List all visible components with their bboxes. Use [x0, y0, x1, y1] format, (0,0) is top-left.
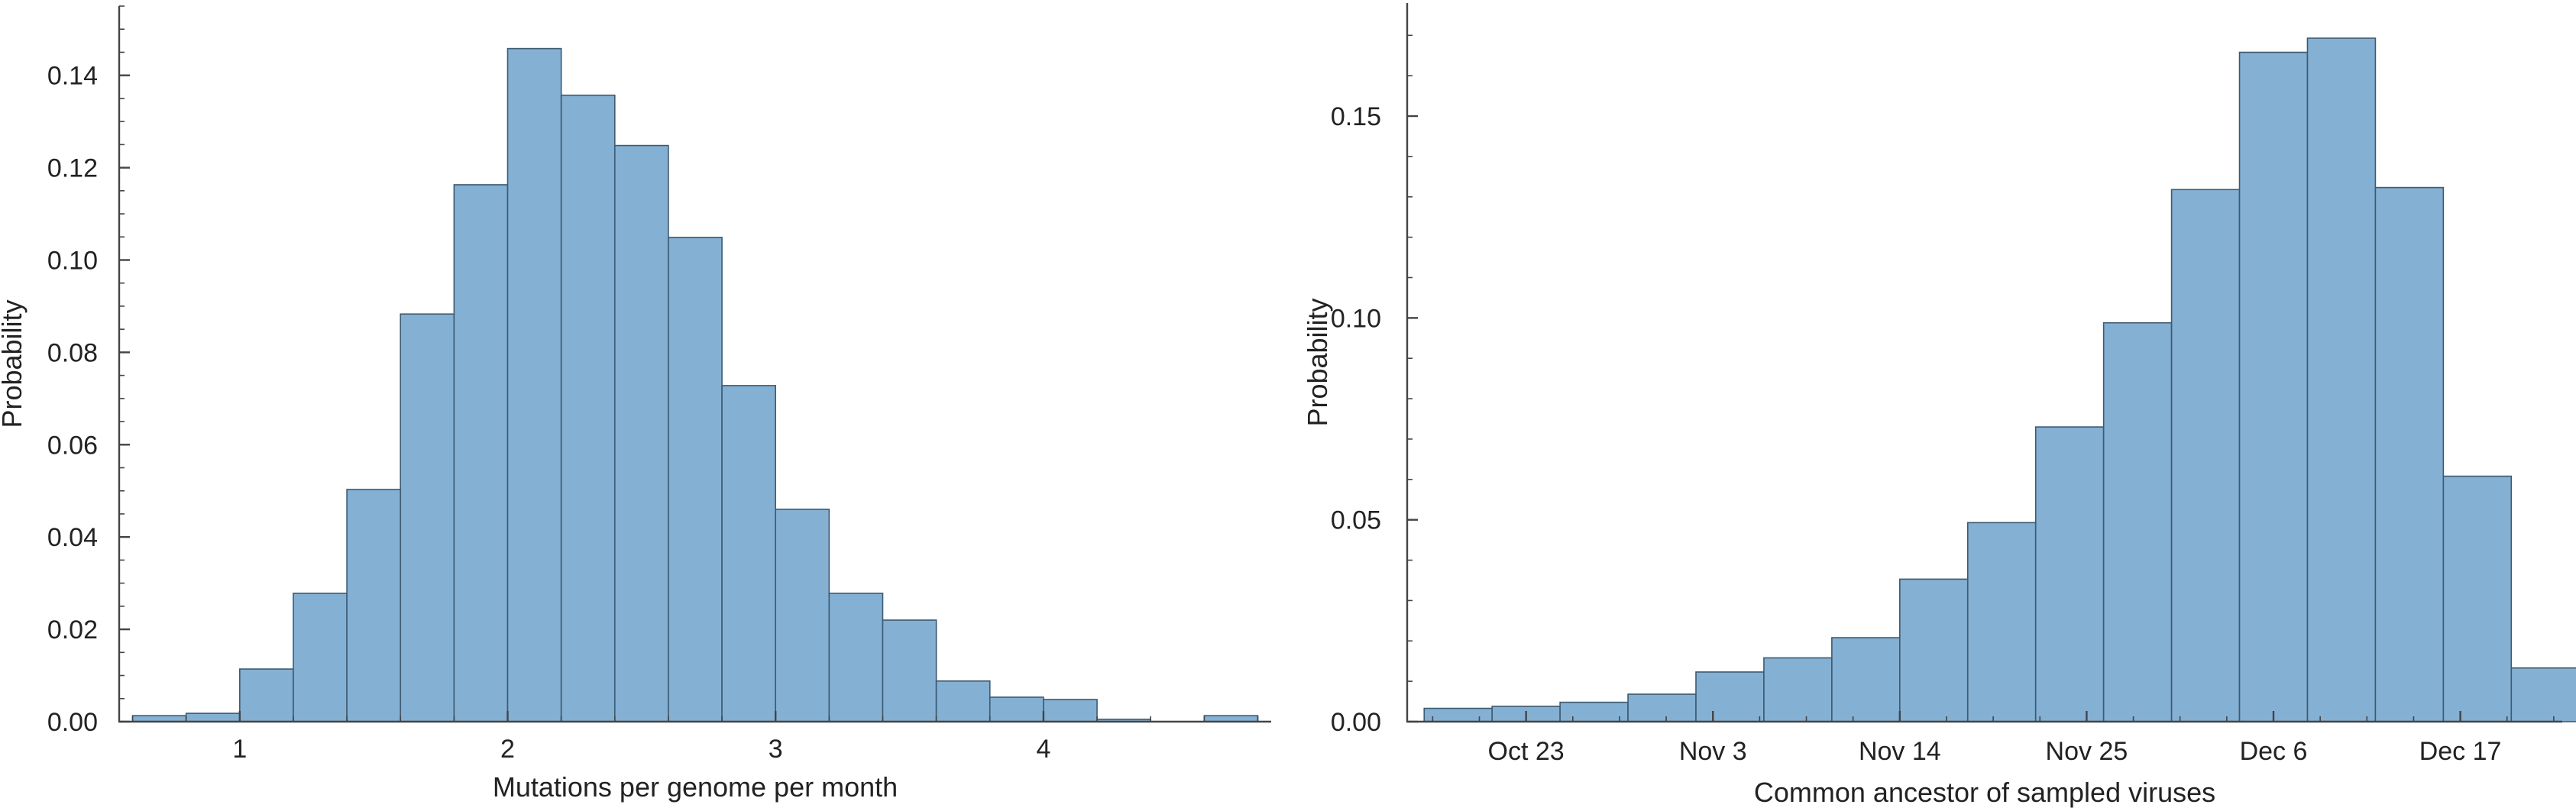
- histogram-bar: [400, 313, 455, 722]
- histogram-bar: [2238, 51, 2309, 722]
- histogram-bar: [2102, 321, 2173, 722]
- y-tick-label: 0.02: [47, 616, 98, 645]
- y-tick-label: 0.14: [47, 62, 98, 91]
- histogram-bar: [1966, 522, 2037, 722]
- histogram-bar: [239, 668, 294, 722]
- histogram-bar: [506, 47, 562, 722]
- y-tick-label: 0.00: [47, 708, 98, 737]
- histogram-bar: [2374, 186, 2445, 722]
- histogram-bar: [2034, 426, 2105, 722]
- histogram-bar: [1695, 671, 1765, 722]
- y-tick-label: 0.00: [1331, 708, 1381, 737]
- x-tick-label: 1: [232, 735, 247, 764]
- histogram-bar: [2170, 189, 2241, 722]
- y-axis-title: Probability: [0, 299, 28, 428]
- y-tick-label: 0.05: [1331, 506, 1381, 535]
- histogram-bar: [1899, 578, 1969, 722]
- histogram-bar: [293, 593, 348, 722]
- histogram-ancestor-date-panel: 0.00 0.05 0.10 0.15 Oct 23 Nov 3 Nov 14 Nov 25 D…: [1302, 3, 2576, 808]
- histogram-bar: [346, 489, 402, 722]
- y-tick-label: 0.04: [47, 523, 98, 552]
- x-tick-label: Nov 3: [1679, 737, 1747, 766]
- histogram-bar: [2442, 475, 2513, 722]
- histogram-bar: [668, 237, 723, 722]
- y-tick-label: 0.08: [47, 338, 98, 367]
- y-tick-label: 0.06: [47, 431, 98, 460]
- y-tick-label: 0.10: [47, 246, 98, 275]
- x-tick-label: Dec 17: [2419, 737, 2502, 766]
- histogram-bar: [721, 385, 777, 722]
- histogram-bar: [828, 593, 884, 722]
- histogram-bar: [185, 712, 241, 722]
- x-tick-label: Nov 25: [2046, 737, 2128, 766]
- histogram-bar: [1831, 637, 1901, 722]
- histogram-bar: [989, 696, 1044, 722]
- y-tick-label: 0.12: [47, 154, 98, 183]
- x-tick-label: Dec 6: [2240, 737, 2308, 766]
- histogram-bar: [613, 144, 669, 722]
- histogram-bar: [1763, 657, 1833, 722]
- histogram-bar: [453, 184, 509, 722]
- x-axis-title: Common ancestor of sampled viruses: [1754, 777, 2215, 808]
- x-tick-label: Oct 23: [1488, 737, 1565, 766]
- x-tick-label: 2: [500, 735, 515, 764]
- y-tick-label: 0.15: [1331, 102, 1381, 131]
- histogram-bar: [882, 619, 937, 722]
- histogram-bar: [2510, 667, 2576, 722]
- histogram-bar: [560, 94, 616, 722]
- x-tick-label: 4: [1036, 735, 1050, 764]
- y-axis-title: Probability: [1302, 298, 1333, 426]
- histogram-bar: [1043, 699, 1098, 722]
- x-tick-label: Nov 14: [1859, 737, 1941, 766]
- x-axis-title: Mutations per genome per month: [493, 771, 898, 803]
- y-tick-label: 0.10: [1331, 304, 1381, 333]
- histogram-bar: [775, 509, 830, 722]
- histogram-bar: [935, 680, 991, 722]
- histogram-bar: [1559, 701, 1629, 722]
- histogram-bar: [2306, 37, 2377, 722]
- histogram-bar: [1423, 707, 1493, 722]
- histogram-bar: [1627, 693, 1697, 722]
- x-tick-label: 3: [769, 735, 783, 764]
- histogram-mutations-panel: 0.00 0.02 0.04 0.06 0.08 0.10 0.12 0.14 1 2 3 4 Muta…: [0, 5, 1271, 803]
